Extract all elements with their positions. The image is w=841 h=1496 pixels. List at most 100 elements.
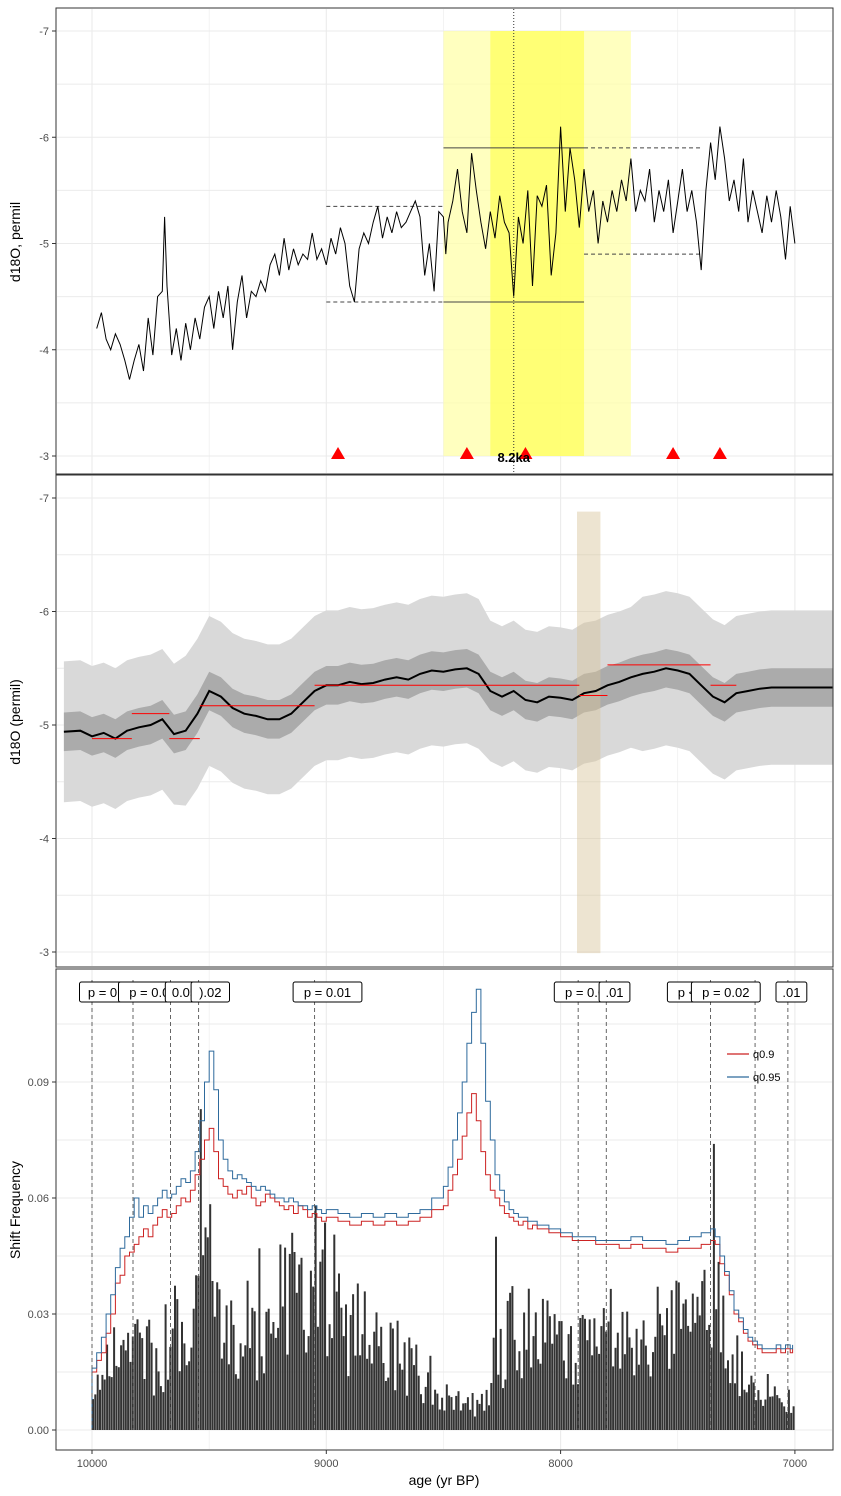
shift-frequency-bar	[464, 1403, 467, 1430]
shift-frequency-bar	[129, 1361, 132, 1430]
shift-frequency-bar	[544, 1342, 547, 1430]
shift-frequency-bar	[715, 1309, 718, 1430]
p2-y-tick-label: -7	[39, 493, 49, 505]
shift-frequency-bar	[748, 1384, 750, 1430]
shift-frequency-bar	[288, 1253, 291, 1430]
shift-frequency-bar	[708, 1324, 711, 1430]
shift-frequency-bar	[384, 1381, 387, 1430]
shift-frequency-bar	[635, 1328, 638, 1430]
p3-y-tick-label: 0.06	[28, 1193, 49, 1205]
shift-frequency-bar	[743, 1389, 746, 1430]
shift-frequency-bar	[520, 1378, 523, 1430]
shift-frequency-bar	[466, 1397, 469, 1430]
shift-frequency-bar	[319, 1261, 322, 1430]
shift-frequency-bar	[778, 1398, 781, 1430]
shift-frequency-bar	[389, 1322, 392, 1430]
shift-frequency-bar	[546, 1300, 549, 1430]
p1-y-tick-label: -3	[39, 451, 49, 463]
shift-frequency-bar	[148, 1319, 151, 1430]
shift-frequency-bar	[326, 1356, 329, 1430]
shift-frequency-bar	[253, 1311, 256, 1430]
shift-frequency-bar	[380, 1326, 383, 1430]
shift-frequency-bar	[459, 1410, 462, 1430]
p-value-label: .01	[782, 985, 800, 1000]
shift-frequency-bar	[452, 1409, 455, 1430]
p-value-label: .01	[605, 985, 623, 1000]
shift-frequency-bar	[471, 1393, 474, 1430]
shift-frequency-bar	[652, 1352, 654, 1430]
shift-frequency-bar	[295, 1292, 298, 1430]
shift-frequency-bar	[171, 1328, 174, 1430]
shift-frequency-bar	[752, 1382, 755, 1430]
shift-frequency-bar	[291, 1232, 294, 1430]
shift-frequency-bar	[361, 1334, 364, 1430]
shift-frequency-bar	[108, 1376, 111, 1430]
shift-frequency-bar	[340, 1307, 343, 1430]
shift-frequency-bar	[251, 1307, 254, 1430]
shift-frequency-bar	[598, 1353, 601, 1430]
highlight-band	[577, 511, 601, 954]
shift-frequency-bar	[567, 1334, 570, 1430]
shift-frequency-bar	[230, 1300, 233, 1430]
shift-frequency-bar	[338, 1273, 340, 1430]
shift-frequency-bar	[727, 1360, 729, 1430]
shift-frequency-bar	[408, 1337, 411, 1430]
shift-frequency-bar	[227, 1364, 230, 1430]
shift-frequency-bar	[420, 1394, 422, 1430]
shift-frequency-bar	[305, 1352, 308, 1430]
shift-frequency-bar	[188, 1361, 191, 1430]
shift-frequency-bar	[492, 1337, 495, 1430]
shift-frequency-bar	[555, 1334, 558, 1430]
shift-frequency-bar	[316, 1326, 319, 1430]
shift-frequency-bar	[530, 1367, 533, 1430]
shift-frequency-bar	[701, 1281, 704, 1430]
breakpoint-lines	[91, 980, 789, 1430]
shift-frequency-bar	[331, 1338, 333, 1430]
shift-frequency-bar	[488, 1405, 490, 1430]
shift-frequency-bar	[265, 1311, 268, 1430]
shift-frequency-bar	[790, 1412, 793, 1430]
shift-frequency-bar	[776, 1395, 779, 1430]
shift-frequency-bar	[780, 1402, 783, 1430]
shift-frequency-bar	[478, 1403, 481, 1430]
inner-confidence-band	[63, 649, 833, 758]
panel-middle: -7 -6 -5 -4 -3 d18O (permil)	[7, 474, 834, 968]
shift-frequency-bar	[178, 1371, 181, 1430]
x-tick-label: 9000	[314, 1458, 338, 1470]
shift-frequency-bar	[279, 1244, 282, 1430]
event-triangle	[518, 447, 533, 459]
shift-frequency-bar	[417, 1375, 420, 1430]
shift-frequency-bar	[136, 1319, 139, 1430]
shift-frequency-bar	[666, 1308, 668, 1430]
event-triangle	[331, 447, 346, 459]
shift-frequency-bar	[427, 1372, 429, 1430]
event-triangle	[712, 447, 727, 459]
shift-frequency-bar	[736, 1335, 739, 1430]
shift-frequency-bar	[223, 1342, 226, 1430]
shift-frequency-bar	[541, 1298, 544, 1430]
shift-frequency-bar	[593, 1318, 596, 1430]
shift-frequency-bar	[94, 1394, 97, 1430]
shift-frequency-bar	[455, 1395, 458, 1430]
p1-y-tick-label: -4	[39, 345, 49, 357]
shift-frequency-bar	[572, 1384, 575, 1430]
shift-frequency-bar	[286, 1354, 289, 1430]
legend-q0.9-label: q0.9	[753, 1049, 774, 1061]
shift-frequency-bar	[92, 1399, 94, 1430]
shift-frequency-bar	[333, 1234, 336, 1430]
shift-frequency-bar	[766, 1374, 769, 1430]
shift-frequency-bar	[792, 1406, 795, 1430]
shift-frequency-bar	[687, 1325, 690, 1430]
shift-frequency-bar	[359, 1355, 362, 1430]
shift-frequency-bar	[106, 1344, 109, 1430]
shift-frequency-bar	[368, 1344, 371, 1430]
shift-frequency-bar	[534, 1312, 537, 1430]
shift-frequency-bar	[185, 1365, 188, 1430]
shift-frequency-bar	[143, 1379, 146, 1430]
shift-frequency-bar	[164, 1304, 167, 1430]
shift-frequency-bar	[495, 1236, 497, 1430]
p-value-label: p = 0.02	[702, 985, 749, 1000]
event-shading	[443, 31, 631, 456]
shift-frequency-bar	[202, 1255, 205, 1430]
